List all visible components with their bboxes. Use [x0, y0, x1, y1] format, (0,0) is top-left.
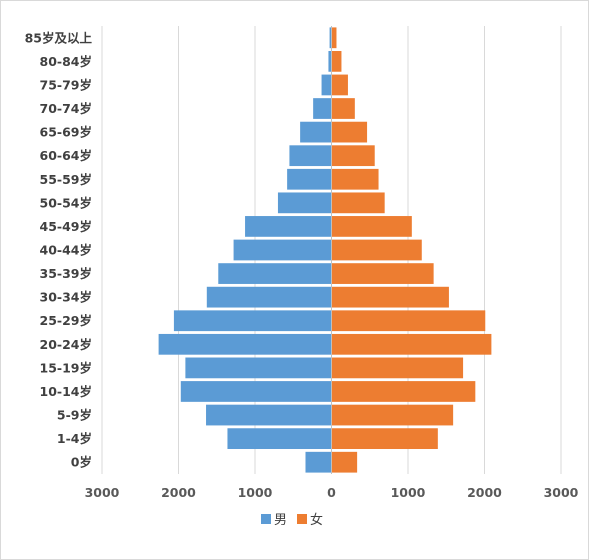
bar-male-8 — [245, 216, 332, 237]
bar-male-0 — [329, 27, 332, 49]
category-label: 0岁 — [71, 455, 92, 470]
legend-label-male: 男 — [274, 513, 287, 528]
category-label: 15-19岁 — [40, 360, 92, 375]
category-label: 20-24岁 — [40, 337, 92, 352]
x-tick-label: 3000 — [85, 485, 120, 500]
x-tick-label: 2000 — [467, 485, 502, 500]
bar-female-6 — [331, 168, 379, 190]
category-labels: 85岁及以上 80-84岁 75-79岁 70-74岁 65-69岁 60-64岁 55-5… — [25, 30, 93, 469]
category-label: 30-34岁 — [40, 290, 92, 305]
gridlines — [101, 26, 562, 474]
bar-male-17 — [227, 428, 332, 450]
category-label: 1-4岁 — [57, 431, 92, 446]
bar-male-4 — [300, 121, 332, 143]
bar-male-6 — [287, 168, 332, 190]
category-label: 40-44岁 — [40, 243, 92, 258]
bar-male-18 — [305, 451, 332, 473]
bar-female-11 — [331, 286, 449, 308]
bar-male-16 — [206, 404, 332, 426]
bar-male-11 — [206, 286, 332, 308]
x-tick-label: 1000 — [391, 485, 426, 500]
bar-female-15 — [331, 381, 476, 402]
x-tick-labels: 3000 2000 1000 0 1000 2000 3000 — [85, 485, 579, 500]
bar-male-10 — [218, 263, 332, 284]
legend: 男女 — [261, 512, 323, 528]
bar-male-2 — [321, 74, 332, 96]
bar-female-2 — [331, 74, 348, 96]
bar-female-18 — [331, 451, 358, 473]
bars — [158, 27, 492, 473]
bar-female-10 — [331, 263, 434, 284]
bar-female-1 — [331, 50, 342, 72]
category-label: 45-49岁 — [40, 219, 92, 234]
bar-female-12 — [331, 310, 486, 332]
bar-female-14 — [331, 357, 464, 379]
category-label: 5-9岁 — [57, 408, 92, 423]
x-tick-label: 0 — [327, 485, 336, 500]
bar-female-17 — [331, 428, 438, 450]
bar-female-7 — [331, 192, 385, 214]
category-label: 25-29岁 — [40, 313, 92, 328]
category-label: 85岁及以上 — [25, 30, 93, 45]
category-label: 50-54岁 — [40, 195, 92, 210]
bar-male-14 — [185, 357, 332, 379]
legend-swatch-female — [297, 514, 307, 524]
category-label: 10-14岁 — [40, 384, 92, 399]
bar-female-4 — [331, 121, 368, 143]
legend-swatch-male — [261, 514, 271, 524]
bar-male-3 — [313, 98, 332, 119]
bar-female-0 — [331, 27, 337, 49]
category-label: 80-84岁 — [40, 54, 92, 69]
legend-label-female: 女 — [310, 512, 323, 528]
category-label: 65-69岁 — [40, 125, 92, 140]
x-tick-label: 1000 — [238, 485, 273, 500]
bar-female-13 — [331, 333, 492, 355]
bar-female-8 — [331, 216, 412, 237]
bar-male-9 — [233, 239, 332, 261]
category-label: 55-59岁 — [40, 172, 92, 187]
bar-male-7 — [277, 192, 332, 214]
bar-male-15 — [180, 381, 332, 402]
x-tick-label: 3000 — [544, 485, 579, 500]
bar-male-1 — [328, 50, 332, 72]
bar-male-13 — [158, 333, 332, 355]
category-label: 70-74岁 — [40, 101, 92, 116]
category-label: 60-64岁 — [40, 148, 92, 163]
bar-male-12 — [173, 310, 332, 332]
bar-female-16 — [331, 404, 454, 426]
category-label: 35-39岁 — [40, 266, 92, 281]
bar-male-5 — [289, 145, 332, 167]
bar-female-9 — [331, 239, 422, 261]
x-tick-label: 2000 — [161, 485, 196, 500]
category-label: 75-79岁 — [40, 77, 92, 92]
bar-female-3 — [331, 98, 355, 119]
bar-female-5 — [331, 145, 375, 167]
